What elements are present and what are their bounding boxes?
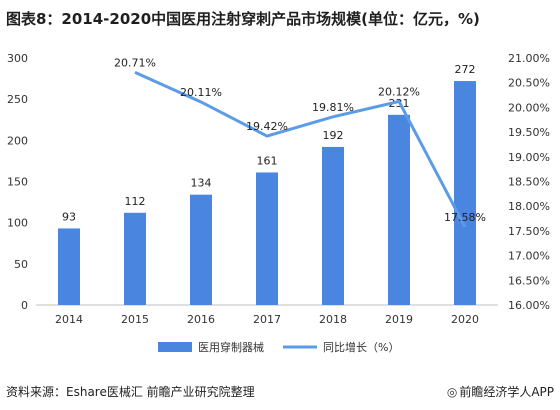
bar: [58, 228, 80, 305]
line-data-label: 20.71%: [114, 56, 156, 69]
x-axis: 2014 2015 2016 2017 2018 2019 2020: [36, 304, 498, 326]
right-tick-label: 18.00%: [508, 200, 550, 213]
x-tick-label: 2017: [253, 313, 281, 326]
line-data-label: 20.11%: [180, 86, 222, 99]
right-tick-label: 19.50%: [508, 126, 550, 139]
growth-line: [134, 70, 467, 228]
right-tick-label: 20.50%: [508, 77, 550, 90]
bar-data-label: 272: [455, 63, 476, 76]
legend-bar-label: 医用穿制器械: [198, 340, 264, 354]
bar-data-label: 112: [125, 195, 146, 208]
right-tick-label: 17.00%: [508, 250, 550, 263]
x-tick-label: 2014: [55, 313, 83, 326]
line-data-label: 20.12%: [378, 85, 420, 98]
x-tick-label: 2020: [451, 313, 479, 326]
right-tick-label: 17.50%: [508, 225, 550, 238]
x-tick-label: 2015: [121, 313, 149, 326]
line-data-label: 19.81%: [312, 101, 354, 114]
left-tick-label: 300: [7, 52, 28, 65]
left-tick-label: 200: [7, 134, 28, 147]
legend-bar-swatch: [158, 342, 192, 352]
x-tick-label: 2019: [385, 313, 413, 326]
left-tick-label: 250: [7, 93, 28, 106]
right-tick-label: 16.50%: [508, 274, 550, 287]
legend: 医用穿制器械 同比增长（%）: [158, 340, 399, 354]
right-y-axis: 16.00% 16.50% 17.00% 17.50% 18.00% 18.50% 19.0…: [508, 52, 550, 312]
left-y-axis: 0 50 100 150 200 250 300: [7, 52, 28, 312]
bar: [124, 212, 146, 305]
right-tick-label: 16.00%: [508, 299, 550, 312]
left-tick-label: 0: [21, 299, 28, 312]
chart-title: 图表8：2014-2020中国医用注射穿刺产品市场规模(单位：亿元，%): [6, 10, 480, 28]
bar: [322, 146, 344, 305]
right-tick-label: 19.00%: [508, 151, 550, 164]
brand: ◎ 前瞻经济学人APP: [447, 383, 554, 400]
brand-label: 前瞻经济学人APP: [459, 385, 554, 399]
line-data-label: 17.58%: [444, 211, 486, 224]
bar: [454, 81, 476, 305]
bar-data-label: 161: [257, 154, 278, 167]
bar-data-label: 192: [323, 129, 344, 142]
right-tick-label: 18.50%: [508, 176, 550, 189]
right-tick-label: 21.00%: [508, 52, 550, 65]
bar: [388, 114, 410, 305]
source-note: 资料来源：Eshare医械汇 前瞻产业研究院整理: [6, 385, 255, 399]
left-tick-label: 100: [7, 217, 28, 230]
left-tick-label: 150: [7, 176, 28, 189]
x-tick-label: 2018: [319, 313, 347, 326]
bar: [256, 172, 278, 305]
right-tick-label: 20.00%: [508, 101, 550, 114]
bar-data-label: 93: [62, 210, 76, 223]
left-tick-label: 50: [14, 258, 28, 271]
line-data-label: 19.42%: [246, 120, 288, 133]
line-series: 20.71% 20.11% 19.42% 19.81% 20.12% 17.58%: [114, 56, 486, 228]
bar: [190, 194, 212, 305]
bar-data-label: 134: [191, 177, 212, 190]
legend-line-label: 同比增长（%）: [323, 340, 399, 354]
swirl-logo-icon: ◎: [446, 385, 458, 399]
x-tick-label: 2016: [187, 313, 215, 326]
